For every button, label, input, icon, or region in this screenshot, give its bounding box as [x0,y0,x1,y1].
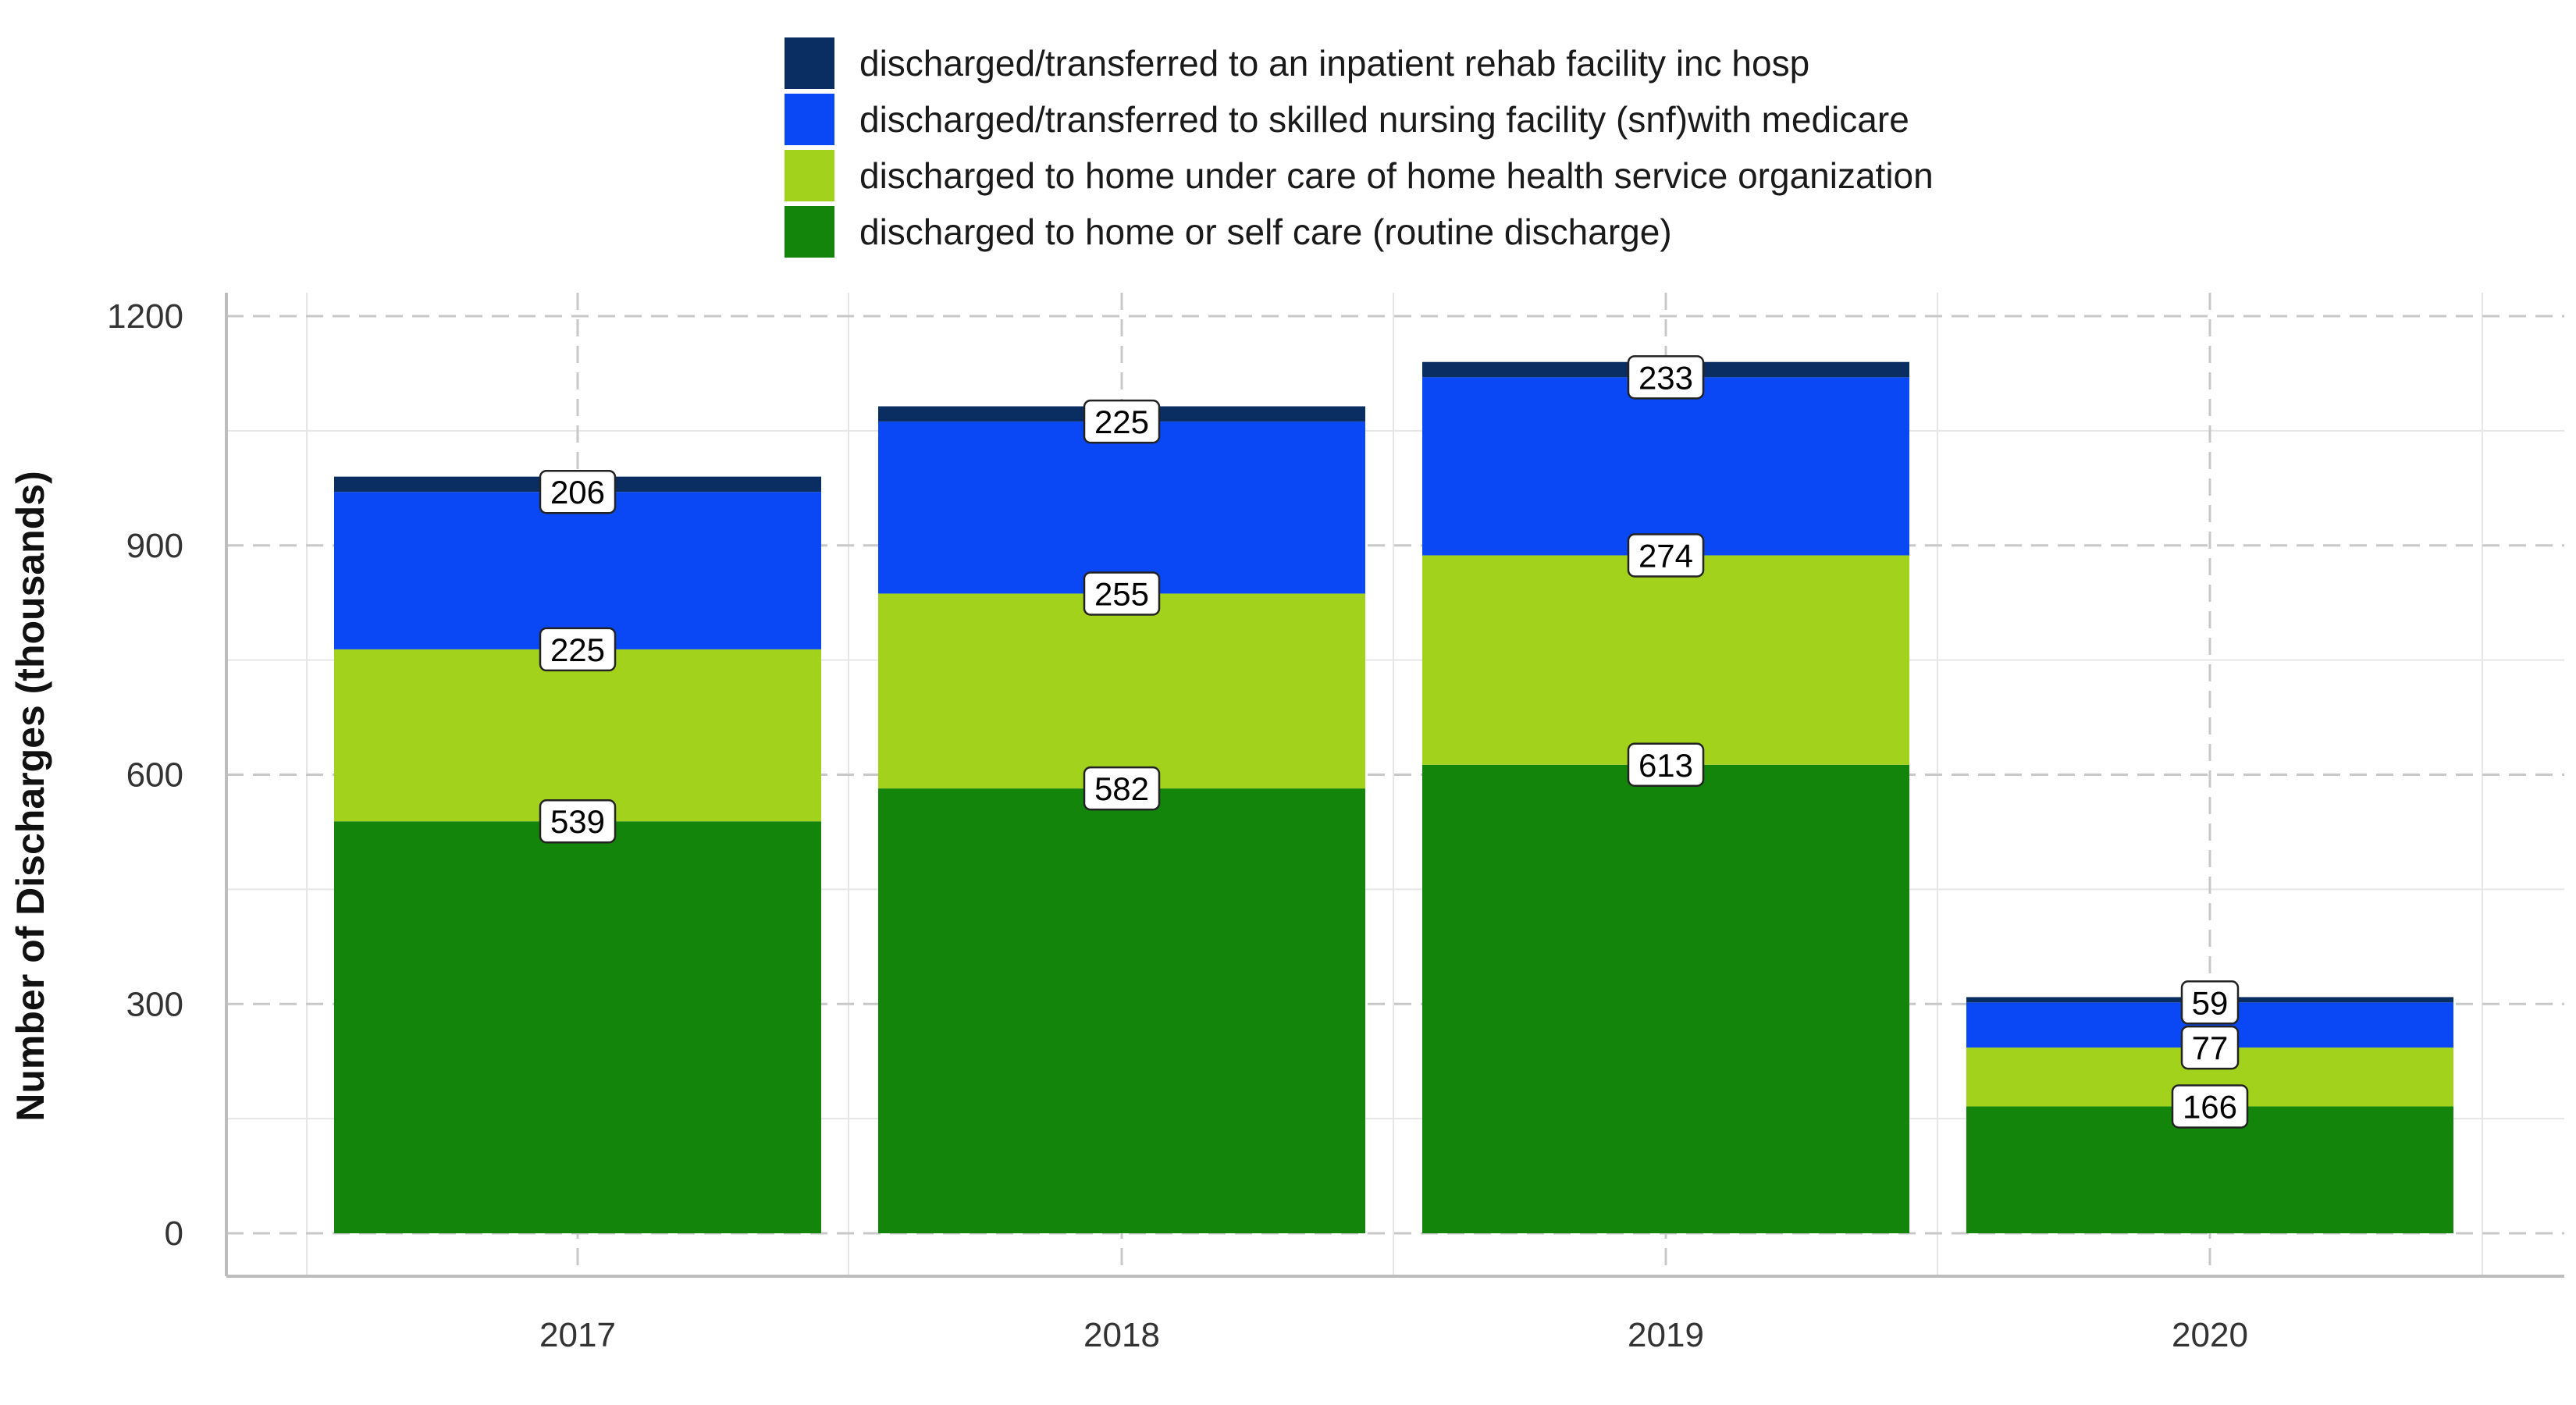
data-label-text: 582 [1094,770,1149,807]
y-axis-title: Number of Discharges (thousands) [9,471,52,1121]
y-tick-label: 600 [126,756,183,795]
legend-item: discharged to home under care of home he… [785,150,1934,201]
data-label-box [2171,1084,2249,1129]
data-label-text: 166 [2183,1088,2237,1125]
y-tick-label: 900 [126,527,183,565]
bar-segment [1422,764,1909,1233]
data-label-text: 225 [1094,404,1149,440]
data-label: 613 [1627,742,1705,788]
data-labels: 539 582 613 166 225 255 274 77 206 225 233 59 [539,355,2249,1129]
data-label: 274 [1627,533,1705,578]
data-label-text: 233 [1638,359,1693,396]
x-tick-label: 2020 [2172,1316,2248,1354]
data-label-box [539,469,617,514]
data-label: 206 [539,469,617,514]
data-label-box [1083,766,1161,811]
bar-segment [1422,555,1909,765]
y-tick-label: 1200 [107,297,183,336]
legend-swatch [785,206,834,258]
data-label: 255 [1083,571,1161,616]
bar-segment [878,788,1365,1233]
data-label: 539 [539,799,617,844]
data-label: 582 [1083,766,1161,811]
data-label-box [1083,571,1161,616]
legend-label: discharged to home or self care (routine… [859,212,1672,252]
legend-label: discharged/transferred to skilled nursin… [859,99,1909,140]
data-label-box [1627,742,1705,788]
bar-segment [334,492,821,649]
bar-segment [1422,377,1909,556]
bar-segment [334,649,821,822]
data-label: 166 [2171,1084,2249,1129]
data-label-box [1627,355,1705,400]
legend: discharged/transferred to an inpatient r… [785,37,1934,258]
legend-swatch [785,94,834,145]
data-label: 233 [1627,355,1705,400]
x-tick-label: 2018 [1083,1316,1160,1354]
legend-label: discharged/transferred to an inpatient r… [859,43,1809,84]
data-label-text: 225 [550,631,605,668]
data-label-text: 59 [2192,984,2229,1021]
legend-swatch [785,150,834,201]
y-tick-label: 300 [126,985,183,1023]
data-label-box [2180,1025,2240,1070]
bar-segment [878,422,1365,594]
data-label-text: 77 [2192,1030,2229,1066]
legend-item: discharged to home or self care (routine… [785,206,1672,258]
legend-label: discharged to home under care of home he… [859,155,1934,196]
data-label: 59 [2180,980,2240,1025]
legend-item: discharged/transferred to skilled nursin… [785,94,1909,145]
data-label: 225 [539,627,617,672]
data-label-box [1083,399,1161,444]
axes: 0 300 600 900 1200 2017 2018 2019 2020 [107,293,2564,1354]
data-label-box [539,627,617,672]
data-label-box [539,799,617,844]
bar-segment [878,593,1365,789]
data-label: 77 [2180,1025,2240,1070]
y-tick-label: 0 [165,1215,183,1253]
data-label-text: 539 [550,803,605,840]
x-tick-label: 2017 [539,1316,616,1354]
data-label-text: 274 [1638,537,1693,574]
data-label-text: 206 [550,474,605,510]
x-tick-label: 2019 [1628,1316,1704,1354]
data-label-text: 255 [1094,575,1149,612]
legend-item: discharged/transferred to an inpatient r… [785,37,1809,89]
legend-swatch [785,37,834,89]
data-label-text: 613 [1638,747,1693,784]
data-label: 225 [1083,399,1161,444]
data-label-box [1627,533,1705,578]
data-label-box [2180,980,2240,1025]
bar-segment [334,821,821,1233]
